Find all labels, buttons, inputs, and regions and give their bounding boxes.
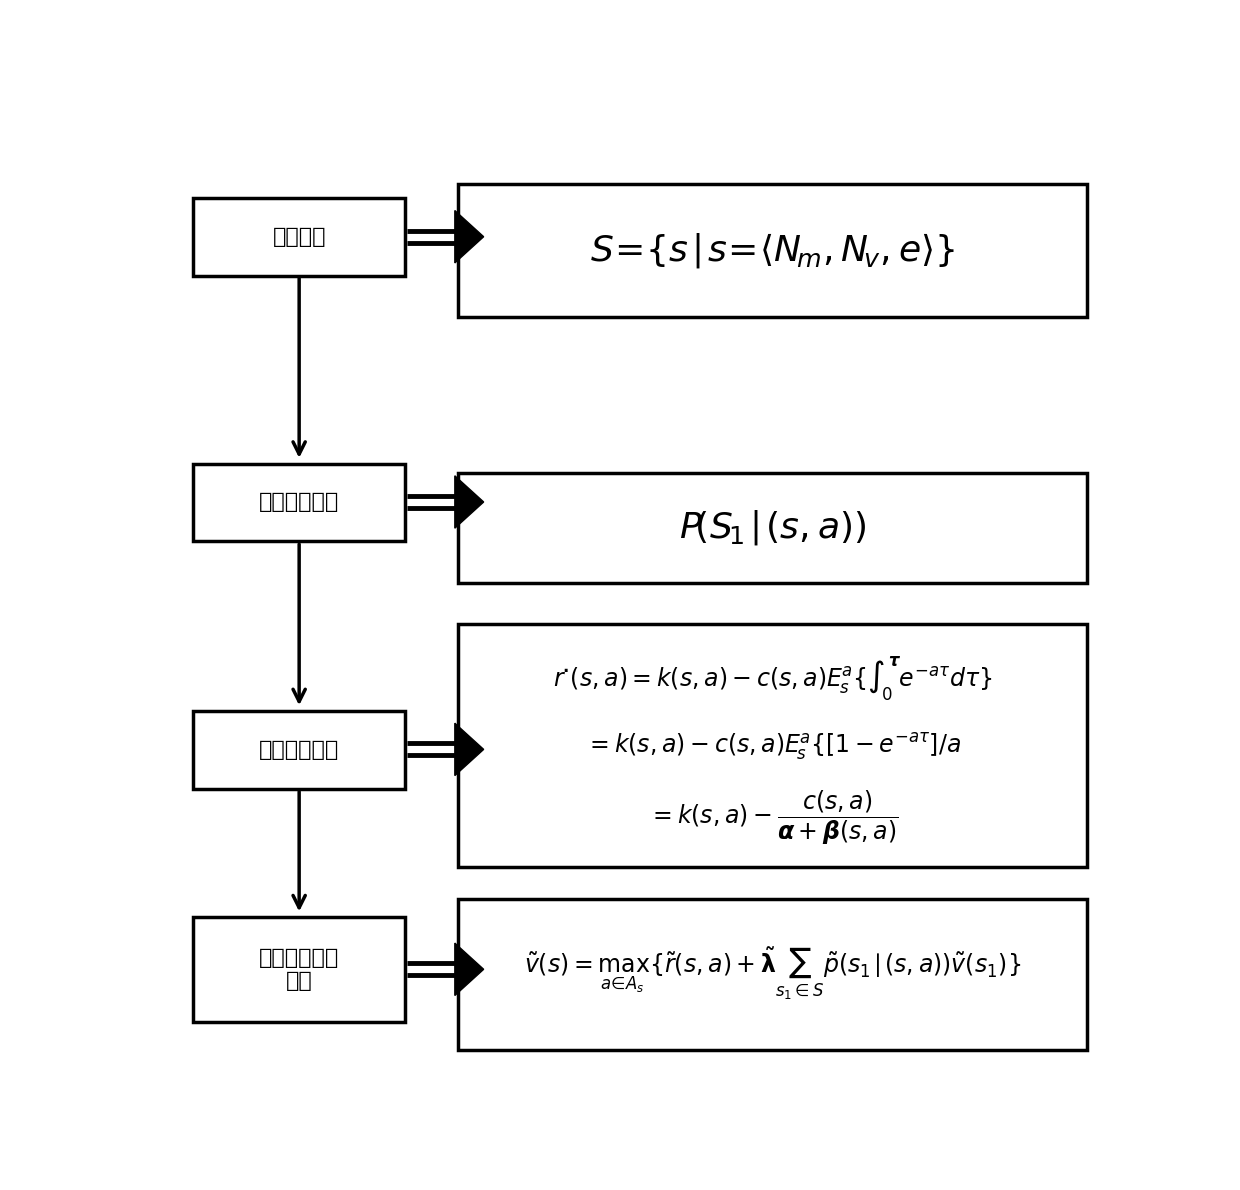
Text: 系统状态: 系统状态	[273, 227, 326, 246]
Text: $=\mathbf{\mathit{k}}(\mathbf{\mathit{s}},\mathbf{\mathit{a}})-\mathbf{\mathit{c: $=\mathbf{\mathit{k}}(\mathbf{\mathit{s}…	[585, 732, 961, 763]
Text: $\mathbf{\mathit{r}}^{\boldsymbol{\cdot}}(\mathbf{\mathit{s}},\mathbf{\mathit{a}: $\mathbf{\mathit{r}}^{\boldsymbol{\cdot}…	[553, 654, 993, 703]
Bar	[193, 917, 404, 1022]
Text: 定义回报函数: 定义回报函数	[259, 740, 340, 760]
Polygon shape	[455, 724, 484, 776]
Polygon shape	[455, 476, 484, 528]
Text: 最大折扣回报
模型: 最大折扣回报 模型	[259, 948, 340, 991]
Text: 状态转移概率: 状态转移概率	[259, 493, 340, 513]
Polygon shape	[455, 944, 484, 996]
Bar	[458, 898, 1087, 1050]
Bar	[458, 624, 1087, 866]
Bar	[193, 710, 404, 789]
Polygon shape	[455, 211, 484, 263]
Text: $\tilde{\mathbf{\mathit{v}}}(\mathbf{\mathit{s}})=\max_{a\in A_s}\{\tilde{\mathb: $\tilde{\mathbf{\mathit{v}}}(\mathbf{\ma…	[525, 946, 1022, 1002]
Bar	[458, 472, 1087, 583]
Bar	[193, 464, 404, 541]
Text: $\mathbf{\mathit{S}}\!=\!\{\mathbf{\mathit{s}}\!\mid\!\mathbf{\mathit{s}}\!=\!\l: $\mathbf{\mathit{S}}\!=\!\{\mathbf{\math…	[590, 231, 956, 270]
Bar	[193, 198, 404, 276]
Text: $\mathbf{\mathit{P}}\!(\mathbf{\mathit{S}}_{\!1}\!\mid\!(\mathbf{\mathit{s}},\ma: $\mathbf{\mathit{P}}\!(\mathbf{\mathit{S…	[680, 508, 867, 547]
Bar	[458, 184, 1087, 317]
Text: $=\mathbf{\mathit{k}}(\mathbf{\mathit{s}},\mathbf{\mathit{a}})-\dfrac{\mathbf{\m: $=\mathbf{\mathit{k}}(\mathbf{\mathit{s}…	[647, 789, 898, 847]
